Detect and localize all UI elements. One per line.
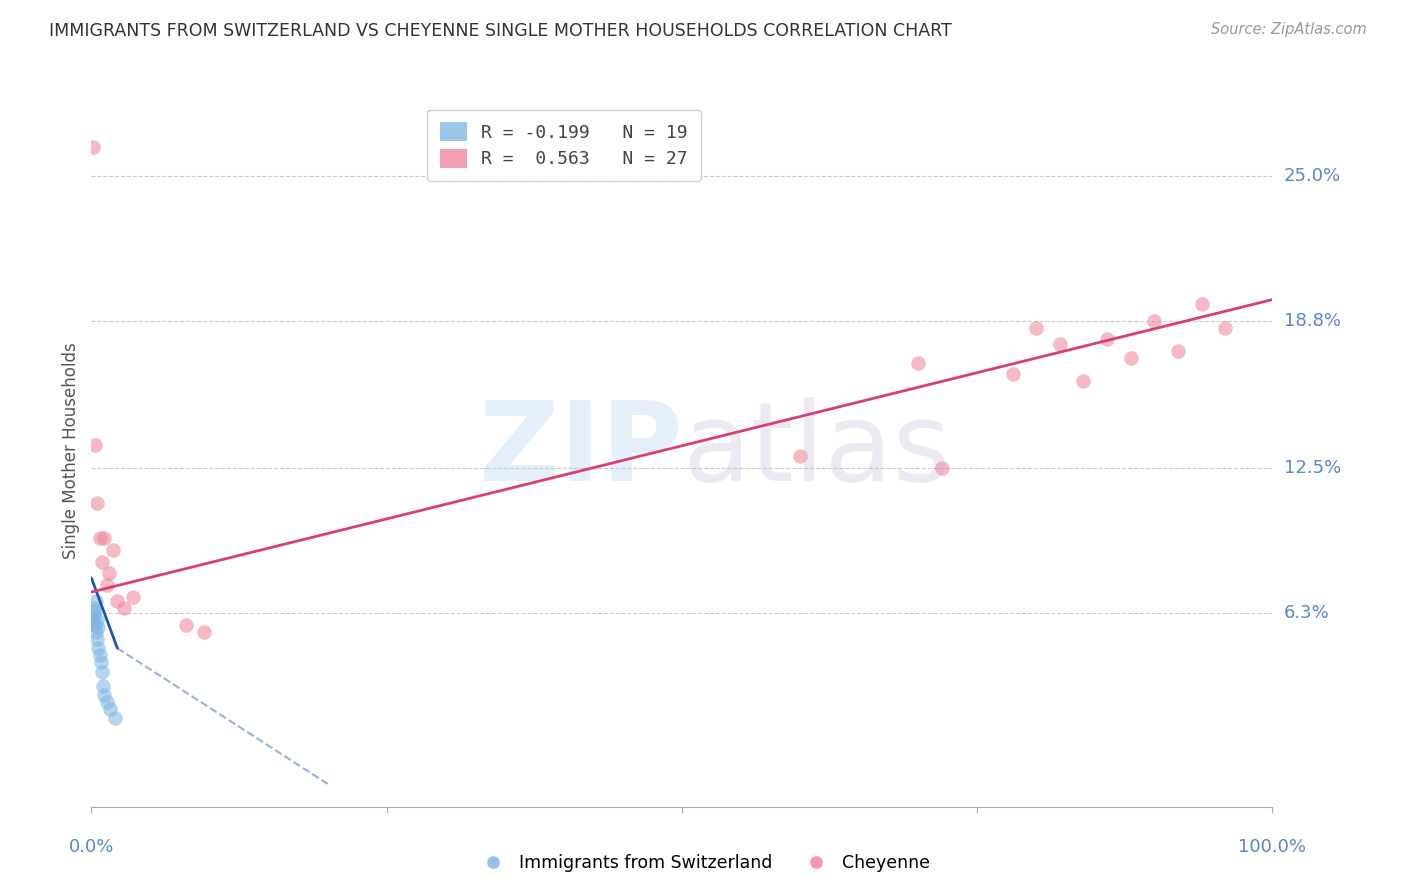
Point <box>105 594 128 608</box>
Text: 100.0%: 100.0% <box>1239 838 1306 855</box>
Point <box>90 655 112 669</box>
Point <box>101 542 124 557</box>
Point <box>1001 368 1024 382</box>
Point <box>86 632 108 646</box>
Point <box>82 140 104 154</box>
Point <box>1167 344 1189 359</box>
Point <box>931 461 953 475</box>
Point <box>84 617 107 632</box>
Point <box>96 578 118 592</box>
Point <box>1095 332 1118 346</box>
Point <box>1119 351 1142 365</box>
Y-axis label: Single Mother Households: Single Mother Households <box>62 343 80 558</box>
Point <box>93 688 115 702</box>
Point <box>84 594 107 608</box>
Point <box>1049 337 1071 351</box>
Point <box>91 555 114 569</box>
Point <box>907 356 929 370</box>
Point <box>193 624 215 639</box>
Point <box>84 624 107 639</box>
Point <box>1143 313 1166 327</box>
Legend: R = -0.199   N = 19, R =  0.563   N = 27: R = -0.199 N = 19, R = 0.563 N = 27 <box>427 110 700 181</box>
Text: 18.8%: 18.8% <box>1284 311 1340 330</box>
Point <box>91 679 114 693</box>
Text: IMMIGRANTS FROM SWITZERLAND VS CHEYENNE SINGLE MOTHER HOUSEHOLDS CORRELATION CHA: IMMIGRANTS FROM SWITZERLAND VS CHEYENNE … <box>49 22 952 40</box>
Point <box>82 613 104 627</box>
Point <box>1213 320 1236 334</box>
Text: 25.0%: 25.0% <box>1284 167 1341 185</box>
Point <box>83 608 105 623</box>
Text: atlas: atlas <box>682 397 950 504</box>
Point <box>84 437 107 451</box>
Point <box>83 601 105 615</box>
Text: 12.5%: 12.5% <box>1284 459 1341 477</box>
Point <box>114 601 136 615</box>
Point <box>98 566 121 581</box>
Point <box>91 665 114 679</box>
Text: Source: ZipAtlas.com: Source: ZipAtlas.com <box>1211 22 1367 37</box>
Point <box>121 590 143 604</box>
Text: 0.0%: 0.0% <box>69 838 114 855</box>
Point <box>96 695 118 709</box>
Point <box>98 702 121 716</box>
Point <box>89 648 111 663</box>
Point <box>1191 297 1213 311</box>
Text: 6.3%: 6.3% <box>1284 604 1329 622</box>
Point <box>86 613 108 627</box>
Point <box>86 496 108 510</box>
Point <box>174 617 197 632</box>
Text: ZIP: ZIP <box>478 397 682 504</box>
Point <box>87 620 110 634</box>
Point <box>1073 375 1095 389</box>
Point <box>84 604 107 618</box>
Point <box>93 531 115 545</box>
Point <box>789 450 811 464</box>
Point <box>1025 320 1047 334</box>
Point <box>87 641 110 656</box>
Point <box>104 711 127 725</box>
Point <box>89 531 111 545</box>
Legend: Immigrants from Switzerland, Cheyenne: Immigrants from Switzerland, Cheyenne <box>470 847 936 879</box>
